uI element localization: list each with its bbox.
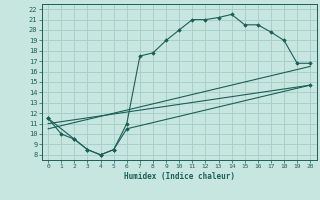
X-axis label: Humidex (Indice chaleur): Humidex (Indice chaleur) — [124, 172, 235, 181]
